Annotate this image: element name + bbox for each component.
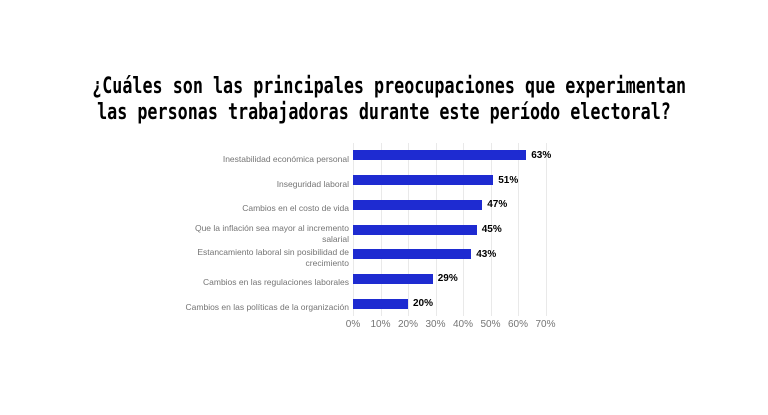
value-label: 43%	[476, 248, 497, 260]
x-tick-label: 40%	[452, 319, 474, 330]
category-label-3: Cambios en el costo de vida	[242, 203, 349, 214]
bar-inestabilidad-economica	[353, 150, 527, 161]
plot-area: 63% 51% 47% 45% 43% 29% 20%	[353, 143, 559, 316]
bar-row: 51%	[353, 168, 559, 193]
bar-row: 47%	[353, 192, 559, 217]
chart-title-line1: ¿Cuáles son las principales preocupacion…	[92, 74, 687, 99]
x-tick-label: 0%	[345, 319, 361, 330]
bar-costo-de-vida	[353, 199, 483, 210]
category-label-1: Inestabilidad económica personal	[222, 153, 349, 164]
bar-series: 63% 51% 47% 45% 43% 29% 20%	[353, 143, 559, 316]
x-axis: 0% 10% 20% 30% 40% 50% 60% 70%	[346, 319, 559, 333]
chart-title: ¿Cuáles son las principales preocupacion…	[92, 74, 687, 126]
value-label: 63%	[531, 149, 552, 161]
value-label: 20%	[413, 298, 434, 310]
gridline	[545, 143, 547, 316]
bar-inflacion-salarial	[353, 224, 477, 235]
category-label-2: Inseguridad laboral	[276, 178, 349, 189]
category-label-5: Estancamiento laboral sin posibilidad de…	[197, 247, 349, 269]
category-label-4: Que la inflación sea mayor al incremento…	[194, 222, 349, 244]
category-axis: Inestabilidad económica personal Insegur…	[174, 143, 349, 316]
x-tick-label: 10%	[370, 319, 391, 330]
x-tick-label: 30%	[425, 319, 446, 330]
x-tick-label: 20%	[397, 319, 419, 330]
value-label: 45%	[481, 224, 502, 236]
value-label: 51%	[498, 174, 519, 186]
gridline	[518, 143, 519, 316]
bar-row: 20%	[353, 291, 559, 316]
category-label-7: Cambios en las políticas de la organizac…	[185, 302, 349, 313]
bar-estancamiento-laboral	[353, 249, 472, 260]
x-tick-label: 50%	[480, 319, 501, 330]
bar-regulaciones-laborales	[353, 273, 433, 284]
bar-row: 63%	[353, 143, 559, 168]
value-label: 29%	[437, 273, 458, 285]
bar-politicas-organizacion	[353, 298, 408, 309]
bar-row: 43%	[353, 242, 559, 267]
value-label: 47%	[487, 199, 508, 211]
bar-row: 45%	[353, 217, 559, 242]
gridline	[490, 143, 492, 316]
category-label-6: Cambios en las regulaciones laborales	[203, 277, 349, 288]
chart-title-line2: las personas trabajadoras durante este p…	[97, 100, 671, 125]
bar-inseguridad-laboral	[353, 175, 494, 186]
x-tick-label: 60%	[507, 319, 529, 330]
bar-row: 29%	[353, 267, 559, 292]
x-tick-label: 70%	[535, 319, 556, 330]
